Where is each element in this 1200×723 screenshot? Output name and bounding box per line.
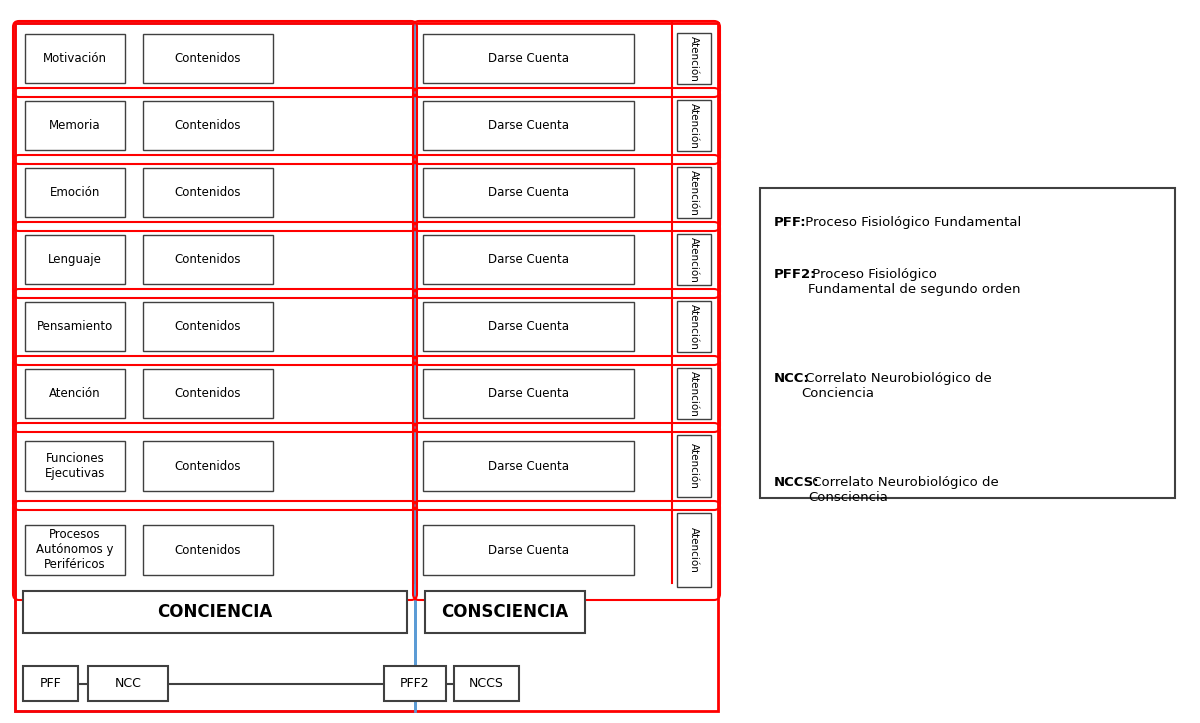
FancyBboxPatch shape: [25, 101, 125, 150]
Text: Contenidos: Contenidos: [175, 544, 241, 557]
Text: Atención: Atención: [689, 35, 698, 82]
Text: Darse Cuenta: Darse Cuenta: [488, 544, 569, 557]
FancyBboxPatch shape: [424, 101, 634, 150]
Text: NCCS: NCCS: [469, 677, 504, 690]
Text: Atención: Atención: [689, 527, 698, 573]
FancyBboxPatch shape: [25, 525, 125, 575]
Text: Emoción: Emoción: [50, 186, 100, 199]
Text: Contenidos: Contenidos: [175, 119, 241, 132]
Text: NCC:: NCC:: [774, 372, 810, 385]
FancyBboxPatch shape: [677, 234, 710, 285]
Text: CONSCIENCIA: CONSCIENCIA: [442, 603, 569, 621]
Text: Contenidos: Contenidos: [175, 253, 241, 266]
Text: Darse Cuenta: Darse Cuenta: [488, 387, 569, 400]
FancyBboxPatch shape: [143, 525, 274, 575]
Text: Procesos
Autónomos y
Periféricos: Procesos Autónomos y Periféricos: [36, 529, 114, 571]
Text: Lenguaje: Lenguaje: [48, 253, 102, 266]
Text: Correlato Neurobiológico de
Conciencia: Correlato Neurobiológico de Conciencia: [802, 372, 992, 400]
Text: Contenidos: Contenidos: [175, 320, 241, 333]
Text: Contenidos: Contenidos: [175, 186, 241, 199]
FancyBboxPatch shape: [25, 235, 125, 284]
FancyBboxPatch shape: [677, 100, 710, 151]
Text: Atención: Atención: [49, 387, 101, 400]
FancyBboxPatch shape: [23, 666, 78, 701]
Text: PFF:: PFF:: [774, 216, 806, 229]
Text: Motivación: Motivación: [43, 52, 107, 65]
FancyBboxPatch shape: [424, 235, 634, 284]
FancyBboxPatch shape: [424, 369, 634, 418]
Text: Contenidos: Contenidos: [175, 52, 241, 65]
FancyBboxPatch shape: [143, 302, 274, 351]
Text: Proceso Fisiológico
Fundamental de segundo orden: Proceso Fisiológico Fundamental de segun…: [808, 268, 1020, 296]
FancyBboxPatch shape: [677, 301, 710, 352]
Text: PFF2: PFF2: [400, 677, 430, 690]
FancyBboxPatch shape: [760, 188, 1175, 498]
FancyBboxPatch shape: [143, 369, 274, 418]
FancyBboxPatch shape: [143, 101, 274, 150]
Text: Atención: Atención: [689, 103, 698, 148]
Text: NCC: NCC: [114, 677, 142, 690]
Text: Contenidos: Contenidos: [175, 387, 241, 400]
FancyBboxPatch shape: [677, 368, 710, 419]
Text: Darse Cuenta: Darse Cuenta: [488, 253, 569, 266]
FancyBboxPatch shape: [23, 591, 407, 633]
Text: Memoria: Memoria: [49, 119, 101, 132]
Text: Contenidos: Contenidos: [175, 460, 241, 473]
FancyBboxPatch shape: [25, 302, 125, 351]
FancyBboxPatch shape: [143, 441, 274, 491]
Text: Atención: Atención: [689, 304, 698, 349]
Text: Correlato Neurobiológico de
Consciencia: Correlato Neurobiológico de Consciencia: [808, 476, 998, 504]
FancyBboxPatch shape: [425, 591, 586, 633]
Text: Atención: Atención: [689, 443, 698, 489]
FancyBboxPatch shape: [677, 513, 710, 587]
Text: Darse Cuenta: Darse Cuenta: [488, 186, 569, 199]
FancyBboxPatch shape: [25, 34, 125, 83]
Text: PFF2:: PFF2:: [774, 268, 816, 281]
Text: Darse Cuenta: Darse Cuenta: [488, 320, 569, 333]
FancyBboxPatch shape: [424, 525, 634, 575]
Text: Proceso Fisiológico Fundamental: Proceso Fisiológico Fundamental: [802, 216, 1021, 229]
Text: Darse Cuenta: Darse Cuenta: [488, 119, 569, 132]
FancyBboxPatch shape: [384, 666, 446, 701]
Text: Darse Cuenta: Darse Cuenta: [488, 52, 569, 65]
Text: Atención: Atención: [689, 371, 698, 416]
Text: Darse Cuenta: Darse Cuenta: [488, 460, 569, 473]
FancyBboxPatch shape: [677, 435, 710, 497]
FancyBboxPatch shape: [25, 168, 125, 217]
FancyBboxPatch shape: [454, 666, 520, 701]
Text: PFF: PFF: [40, 677, 61, 690]
FancyBboxPatch shape: [424, 168, 634, 217]
FancyBboxPatch shape: [25, 441, 125, 491]
Text: CONCIENCIA: CONCIENCIA: [157, 603, 272, 621]
FancyBboxPatch shape: [677, 33, 710, 84]
FancyBboxPatch shape: [143, 34, 274, 83]
Text: Atención: Atención: [689, 170, 698, 215]
FancyBboxPatch shape: [25, 369, 125, 418]
FancyBboxPatch shape: [143, 235, 274, 284]
Text: Pensamiento: Pensamiento: [37, 320, 113, 333]
Text: Atención: Atención: [689, 236, 698, 283]
FancyBboxPatch shape: [88, 666, 168, 701]
FancyBboxPatch shape: [143, 168, 274, 217]
Text: Funciones
Ejecutivas: Funciones Ejecutivas: [44, 452, 106, 480]
Text: NCCS:: NCCS:: [774, 476, 820, 489]
FancyBboxPatch shape: [424, 302, 634, 351]
FancyBboxPatch shape: [424, 34, 634, 83]
FancyBboxPatch shape: [677, 167, 710, 218]
FancyBboxPatch shape: [424, 441, 634, 491]
